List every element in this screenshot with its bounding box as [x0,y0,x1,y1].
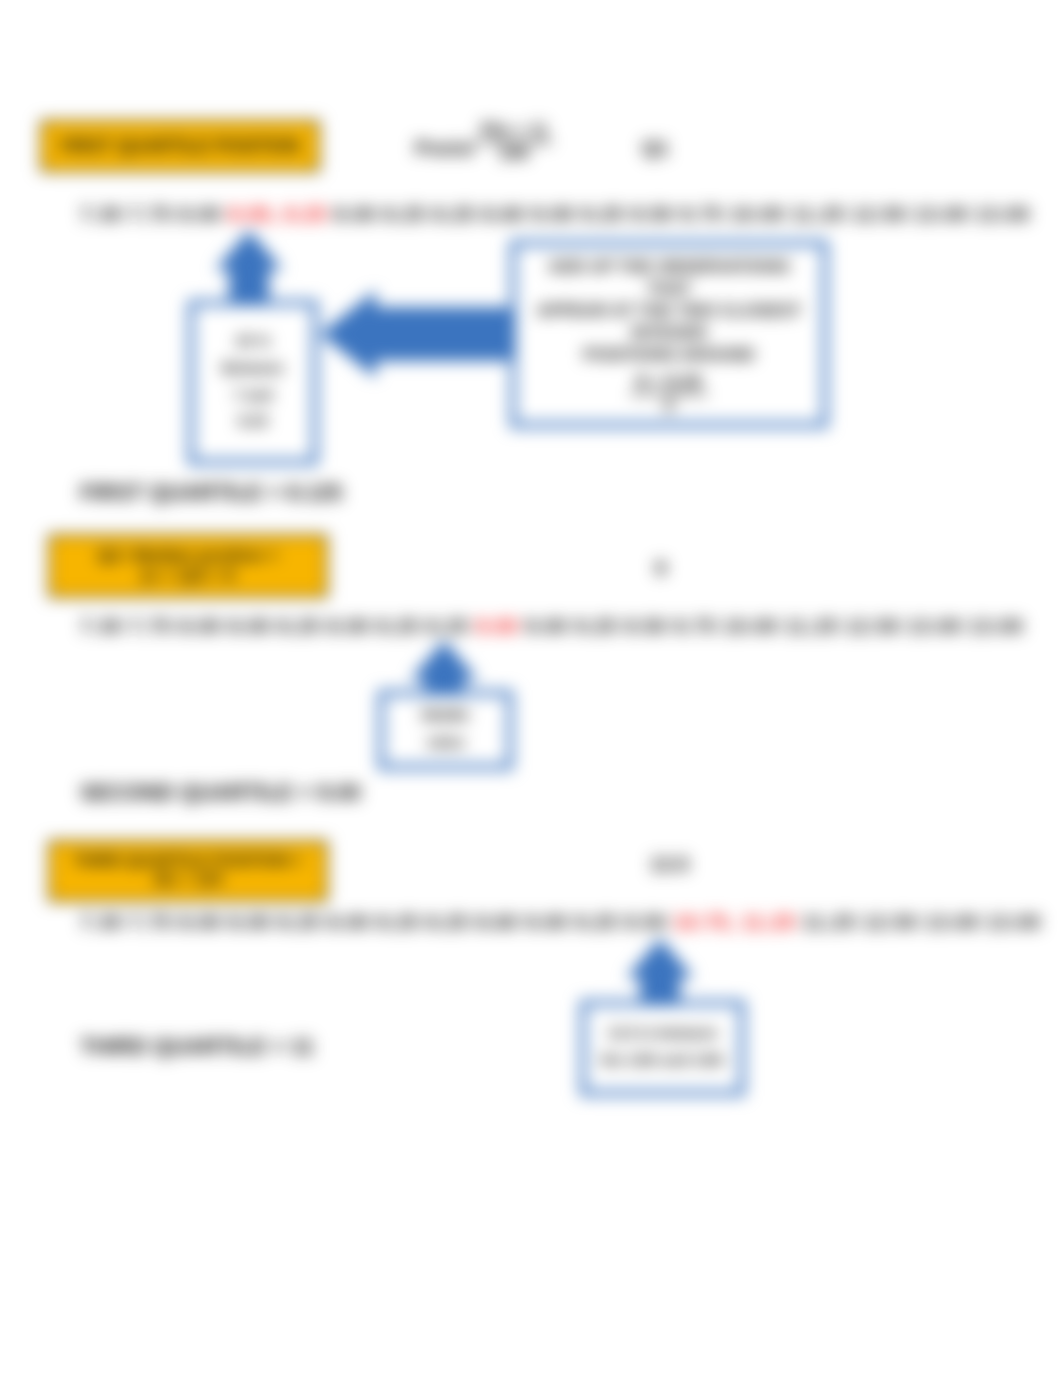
q1-seq-left: 7.30 7.75 8.00 [80,204,222,226]
q3-result: THIRD QUARTILE = 11 [80,1034,314,1060]
q1-result: FIRST QUARTILE = 8.125 [80,480,342,506]
q2-seq-highlight: 9.00 [476,616,519,638]
formula-label: Posisi [415,138,474,161]
q2-callout: Middle value [378,690,513,770]
q1-up-arrow [215,230,283,304]
q1-seq-highlight: 8.00, 8.25 [228,204,327,226]
q3-title-wrap: THIRD QUARTILE POSITION = 3(n + 1)/4 [73,853,303,890]
q2-title-box: Q2 / Median position = (n + 1)/2 = 9 [48,534,328,598]
q1-callout-line4: 8.25 [232,409,273,436]
q2-seq-right: 9.00 9.25 9.50 9.75 10.00 11.25 12.50 13… [525,616,1023,638]
q1-title: FIRST QUARTILE POSITION [60,136,300,157]
q2-seq-left: 7.30 7.75 8.00 8.00 8.25 8.00 8.25 8.25 [80,616,469,638]
formula-fraction: P(n + 1) 100 [475,120,553,164]
q2-title-line2: (n + 1)/2 = 9 [98,566,279,586]
q1-callout-line1: 25 % [230,329,276,356]
q1-seq-right: 8.00 8.25 8.25 8.60 9.00 9.25 9.50 9.75 … [334,204,1030,226]
q1-explain-box: ADD UP THE OBSERVATIONS THAT APPEAR AT T… [510,240,828,428]
q1-sequence: 7.30 7.75 8.00 8.00, 8.25 8.00 8.25 8.25… [80,204,1030,227]
q3-seq-highlight: 10.75, 11.25 [674,912,796,934]
q1-left-arrow [320,290,516,378]
q3-seq-left: 7.30 7.75 8.00 8.00 8.25 8.00 8.25 8.25 … [80,912,667,934]
q3-title-box: THIRD QUARTILE POSITION = 3(n + 1)/4 [48,840,328,902]
q3-callout-line1: 13.5 is between [601,1021,723,1048]
q2-sequence: 7.30 7.75 8.00 8.00 8.25 8.00 8.25 8.25 … [80,616,1024,639]
q1-result-label: FIRST QUARTILE = [80,480,281,505]
q1-explain-fraction: 8 + 8.25 2 [630,372,708,416]
q3-callout-line2: the 13th and 14th [595,1048,730,1075]
q2-title-wrap: Q2 / Median position = (n + 1)/2 = 9 [98,546,279,585]
q2-title-line1: Q2 / Median position = [98,546,279,566]
q2-callout-line2: value [420,730,470,757]
q1-explain-line1: ADD UP THE OBSERVATIONS THAT [524,256,814,300]
q1-small-callout: 25 % Between 7 and 8.25 [188,300,318,465]
q3-side-value: 13.5 [650,854,689,877]
q3-up-arrow [626,938,694,1004]
q2-callout-line1: Middle [416,703,476,730]
q2-result: SECOND QUARTILE = 9.00 [80,780,361,806]
q1-callout-line2: Between [216,356,290,383]
q2-result-value: 9.00 [318,780,361,805]
q3-sequence: 7.30 7.75 8.00 8.00 8.25 8.00 8.25 8.25 … [80,912,1041,935]
q1-result-value: 8.125 [287,480,342,505]
q3-callout: 13.5 is between the 13th and 14th [580,1000,745,1096]
q3-result-label: THIRD QUARTILE = [80,1034,285,1059]
q1-title-box: FIRST QUARTILE POSITION [40,120,320,172]
q1-explain-frac-top: 8 + 8.25 [630,372,708,395]
q2-result-label: SECOND QUARTILE = [80,780,312,805]
q3-title-line1: THIRD QUARTILE POSITION = [73,853,303,871]
page: FIRST QUARTILE POSITION Posisi P(n + 1) … [0,0,1062,1377]
q1-explain-frac-bot: 2 [658,395,680,416]
q1-callout-line3: 7 and [227,383,278,410]
q3-title-line2: 3(n + 1)/4 [73,871,303,889]
formula-numerator: P(n + 1) [475,120,553,143]
q1-explain-line3: POSITIONS AROUND [583,344,754,366]
q1-explain-line2: APPEAR AT THE TWO CLOSEST INTEGER [524,300,814,344]
q1-side-value: Q1 [642,138,669,161]
formula-denominator: 100 [493,143,535,164]
q3-seq-right: 11.25 12.50 13.00 13.00 [802,912,1041,934]
q3-result-value: 11 [291,1034,314,1059]
q2-side-value: 9 [655,558,666,581]
